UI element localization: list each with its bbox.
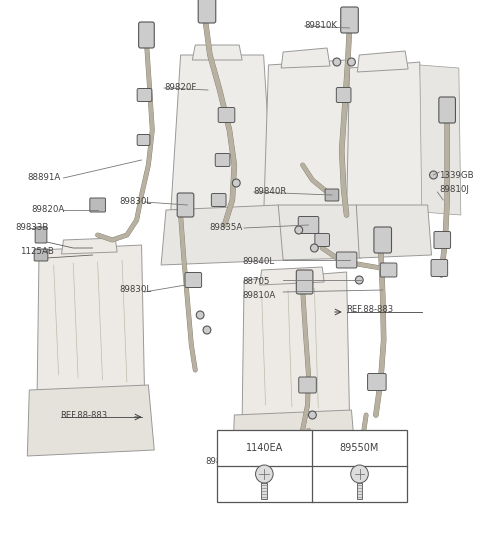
FancyBboxPatch shape (35, 227, 47, 243)
Polygon shape (420, 65, 461, 215)
Circle shape (348, 58, 355, 66)
Polygon shape (161, 205, 288, 265)
FancyBboxPatch shape (341, 7, 358, 33)
FancyBboxPatch shape (368, 373, 386, 390)
Text: REF.88-883: REF.88-883 (60, 411, 108, 420)
Circle shape (232, 179, 240, 187)
FancyBboxPatch shape (300, 453, 315, 467)
Circle shape (309, 411, 316, 419)
Text: 89550M: 89550M (340, 443, 379, 453)
FancyBboxPatch shape (439, 97, 456, 123)
Text: 88705: 88705 (242, 278, 270, 287)
Text: 89833A: 89833A (205, 458, 238, 467)
Text: 89833B: 89833B (16, 224, 49, 232)
FancyBboxPatch shape (298, 216, 319, 233)
Polygon shape (264, 60, 351, 218)
Polygon shape (260, 267, 324, 285)
Circle shape (355, 276, 363, 284)
Text: 89820A: 89820A (31, 206, 64, 215)
FancyBboxPatch shape (90, 198, 106, 212)
Polygon shape (27, 385, 154, 456)
FancyBboxPatch shape (139, 22, 154, 48)
FancyBboxPatch shape (380, 263, 397, 277)
Circle shape (295, 226, 303, 234)
Text: 1125AB: 1125AB (20, 247, 53, 256)
FancyBboxPatch shape (296, 270, 313, 294)
FancyBboxPatch shape (137, 89, 152, 101)
FancyBboxPatch shape (374, 227, 392, 253)
Polygon shape (232, 410, 356, 476)
Polygon shape (356, 205, 432, 258)
FancyBboxPatch shape (431, 260, 448, 277)
Text: 89830L: 89830L (119, 198, 151, 207)
FancyBboxPatch shape (434, 232, 451, 248)
Circle shape (255, 465, 273, 483)
FancyBboxPatch shape (315, 233, 329, 247)
FancyBboxPatch shape (325, 189, 339, 201)
Polygon shape (61, 238, 117, 254)
Polygon shape (347, 62, 425, 215)
Circle shape (196, 311, 204, 319)
Polygon shape (37, 245, 144, 395)
Text: 89840R: 89840R (254, 187, 287, 197)
Bar (357, 483, 362, 499)
Polygon shape (278, 205, 361, 260)
Text: 88891A: 88891A (27, 174, 60, 183)
Polygon shape (242, 272, 349, 420)
Bar (262, 483, 267, 499)
Text: 89820F: 89820F (164, 83, 196, 92)
Bar (217, 430, 407, 502)
Circle shape (203, 326, 211, 334)
FancyBboxPatch shape (347, 453, 362, 467)
Text: 89810A: 89810A (242, 290, 276, 300)
FancyBboxPatch shape (211, 193, 226, 207)
Circle shape (311, 244, 318, 252)
FancyBboxPatch shape (34, 249, 48, 261)
FancyBboxPatch shape (198, 0, 216, 23)
FancyBboxPatch shape (137, 135, 150, 145)
FancyBboxPatch shape (215, 153, 230, 167)
FancyBboxPatch shape (185, 272, 202, 287)
Text: 89810J: 89810J (439, 185, 469, 194)
Text: REF.88-883: REF.88-883 (347, 305, 394, 315)
FancyBboxPatch shape (299, 377, 316, 393)
Polygon shape (171, 55, 274, 210)
Text: 1140EA: 1140EA (246, 443, 283, 453)
Circle shape (430, 171, 437, 179)
Circle shape (351, 465, 368, 483)
Circle shape (333, 58, 341, 66)
Polygon shape (357, 51, 408, 72)
Polygon shape (192, 45, 242, 60)
Polygon shape (281, 48, 330, 68)
FancyBboxPatch shape (177, 193, 194, 217)
FancyBboxPatch shape (336, 88, 351, 103)
FancyBboxPatch shape (336, 252, 357, 268)
Text: 89830L: 89830L (119, 286, 151, 294)
Text: 89840L: 89840L (242, 257, 274, 266)
Text: 89835A: 89835A (209, 224, 242, 232)
FancyBboxPatch shape (218, 107, 235, 122)
Text: 89810K: 89810K (305, 21, 337, 30)
Text: 1339GB: 1339GB (439, 170, 474, 179)
